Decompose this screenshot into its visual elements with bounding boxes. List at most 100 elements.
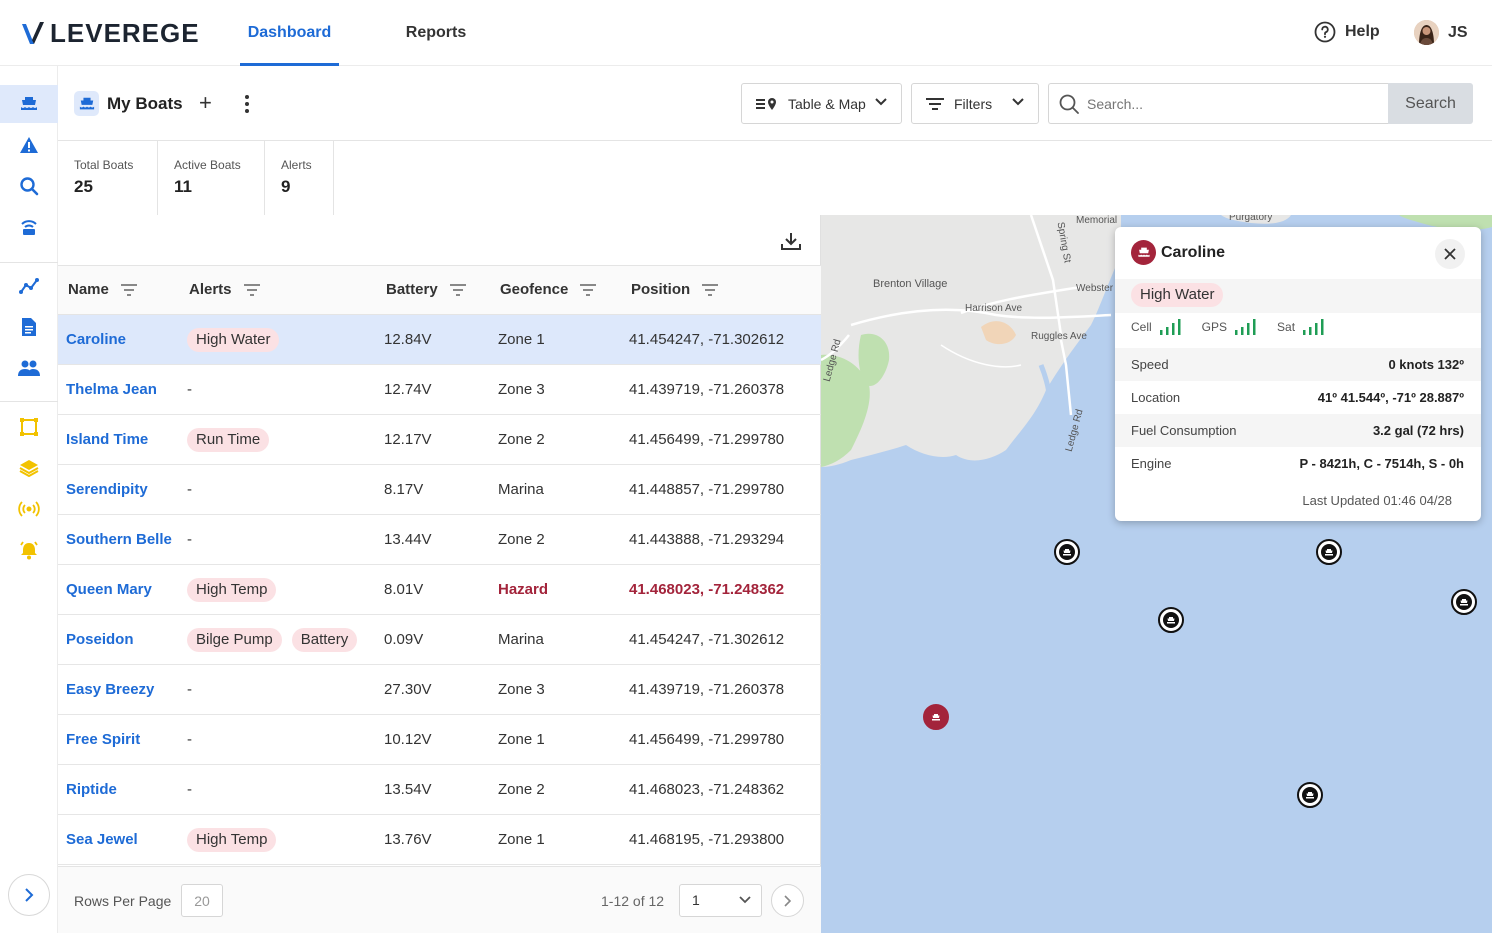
table-header: Name Alerts Battery Geofence Position (58, 265, 821, 315)
filter-icon[interactable] (243, 283, 260, 296)
table-row[interactable]: Caroline High Water 12.84V Zone 1 41.454247,… (58, 315, 821, 365)
table-row[interactable]: Free Spirit - 10.12V Zone 1 41.456499, -71.2… (58, 715, 821, 765)
sidebar-item-boats[interactable] (0, 85, 58, 123)
boat-name-link[interactable]: Easy Breezy (66, 681, 155, 698)
filter-icon[interactable] (449, 283, 466, 296)
rows-per-page-input[interactable]: 20 (181, 884, 223, 917)
boat-icon (21, 97, 37, 110)
alert-badge: High Water (1131, 283, 1224, 307)
column-header-battery[interactable]: Battery (386, 281, 466, 298)
stat-total-boats: Total Boats 25 (58, 141, 158, 215)
avatar (1414, 20, 1439, 45)
filter-icon[interactable] (120, 283, 137, 296)
boat-name-link[interactable]: Caroline (66, 331, 127, 348)
alerts-cell: - (187, 765, 192, 814)
popup-value: 0 knots 132º (1388, 357, 1464, 372)
download-button[interactable] (780, 231, 802, 256)
more-options-button[interactable] (244, 94, 250, 119)
popup-row-fuel: Fuel Consumption 3.2 gal (72 hrs) (1115, 414, 1481, 447)
boat-name-link[interactable]: Sea Jewel (66, 831, 138, 848)
table-row[interactable]: Easy Breezy - 27.30V Zone 3 41.439719, -71.2… (58, 665, 821, 715)
boat-name-link[interactable]: Queen Mary (66, 581, 152, 598)
table-row[interactable]: Queen Mary High Temp 8.01V Hazard 41.468023,… (58, 565, 821, 615)
brand-logo[interactable]: LEVEREGE (22, 18, 200, 49)
table-row[interactable]: Thelma Jean - 12.74V Zone 3 41.439719, -71.2… (58, 365, 821, 415)
battery-cell: 0.09V (384, 631, 424, 648)
geofence-cell: Zone 1 (498, 831, 545, 848)
boat-name-link[interactable]: Poseidon (66, 631, 134, 648)
signal-bars-icon (1235, 319, 1256, 335)
table-row[interactable]: Sea Jewel High Temp 13.76V Zone 1 41.468195,… (58, 815, 821, 865)
sidebar-item-users[interactable] (0, 349, 58, 387)
sidebar-item-geofences[interactable] (0, 408, 58, 446)
help-button[interactable]: Help (1314, 21, 1380, 43)
selected-boat-map-marker[interactable] (923, 704, 949, 730)
alert-badge: Battery (291, 627, 358, 652)
boat-name-link[interactable]: Thelma Jean (66, 381, 157, 398)
table-body: Caroline High Water 12.84V Zone 1 41.454247,… (58, 315, 821, 865)
geofence-cell: Zone 1 (498, 731, 545, 748)
map-land (821, 215, 1492, 467)
tab-reports[interactable]: Reports (405, 24, 467, 41)
tab-dashboard[interactable]: Dashboard (240, 0, 339, 66)
boat-name-link[interactable]: Southern Belle (66, 531, 172, 548)
sidebar-item-layers[interactable] (0, 449, 58, 487)
page-select[interactable]: 1 (679, 884, 762, 917)
battery-cell: 10.12V (384, 731, 432, 748)
boat-name-link[interactable]: Riptide (66, 781, 117, 798)
sidebar-item-alarms[interactable] (0, 531, 58, 569)
sidebar-item-devices[interactable] (0, 208, 58, 246)
boat-name-link[interactable]: Island Time (66, 431, 149, 448)
sidebar-item-analytics[interactable] (0, 267, 58, 305)
table-row[interactable]: Poseidon Bilge Pump Battery 0.09V Marina 41.4… (58, 615, 821, 665)
boat-map-marker[interactable] (1316, 539, 1342, 565)
boat-name-link[interactable]: Serendipity (66, 481, 148, 498)
signal-strengths: Cell GPS Sat (1131, 319, 1345, 335)
layers-icon (19, 460, 39, 477)
table-row[interactable]: Southern Belle - 13.44V Zone 2 41.443888, -7… (58, 515, 821, 565)
sidebar-item-alerts[interactable] (0, 126, 58, 164)
sidebar-item-broadcast[interactable] (0, 490, 58, 528)
boat-detail-popup: Caroline High Water Cell GPS Sat Speed 0 … (1115, 227, 1481, 521)
boat-name-link[interactable]: Free Spirit (66, 731, 141, 748)
boat-map-marker[interactable] (1297, 782, 1323, 808)
close-popup-button[interactable] (1435, 239, 1465, 269)
help-label: Help (1345, 23, 1380, 40)
sidebar-item-documents[interactable] (0, 308, 58, 346)
boat-map-marker[interactable] (1158, 607, 1184, 633)
search-button[interactable]: Search (1388, 83, 1473, 124)
expand-sidebar-button[interactable] (8, 874, 50, 916)
chevron-down-icon (739, 896, 751, 904)
table-row[interactable]: Island Time Run Time 12.17V Zone 2 41.456499… (58, 415, 821, 465)
boat-map-marker[interactable] (1451, 589, 1477, 615)
stat-value: 11 (174, 177, 192, 196)
user-menu[interactable]: JS (1414, 20, 1468, 45)
filter-icon[interactable] (702, 283, 719, 296)
column-header-position[interactable]: Position (631, 281, 719, 298)
view-mode-label: Table & Map (788, 95, 866, 112)
sidebar-item-search[interactable] (0, 167, 58, 205)
column-header-geofence[interactable]: Geofence (500, 281, 597, 298)
position-cell: 41.468195, -71.293800 (629, 831, 785, 848)
table-row[interactable]: Riptide - 13.54V Zone 2 41.468023, -71.24836… (58, 765, 821, 815)
top-nav: LEVEREGE Dashboard Reports Help JS (0, 0, 1492, 66)
column-header-alerts[interactable]: Alerts (189, 281, 260, 298)
map-label: Ruggles Ave (1031, 331, 1087, 342)
stats-bar: Total Boats 25 Active Boats 11 Alerts 9 (58, 141, 334, 215)
filters-dropdown[interactable]: Filters (911, 83, 1039, 124)
table-row[interactable]: Serendipity - 8.17V Marina 41.448857, -71.29… (58, 465, 821, 515)
next-page-button[interactable] (771, 884, 804, 917)
add-boat-button[interactable]: + (199, 90, 212, 115)
no-alert-text: - (187, 731, 192, 748)
search-input[interactable] (1087, 95, 1367, 112)
column-header-name[interactable]: Name (68, 281, 137, 298)
boat-map-marker[interactable] (1054, 539, 1080, 565)
download-icon (781, 233, 801, 250)
signal-label: Cell (1131, 320, 1152, 334)
geofence-cell: Zone 1 (498, 331, 545, 348)
view-mode-dropdown[interactable]: Table & Map (741, 83, 902, 124)
alerts-cell: Bilge Pump Battery (187, 615, 358, 664)
filter-icon[interactable] (580, 283, 597, 296)
alerts-cell: High Water (187, 315, 280, 364)
map-label: Brenton Village (873, 278, 948, 290)
